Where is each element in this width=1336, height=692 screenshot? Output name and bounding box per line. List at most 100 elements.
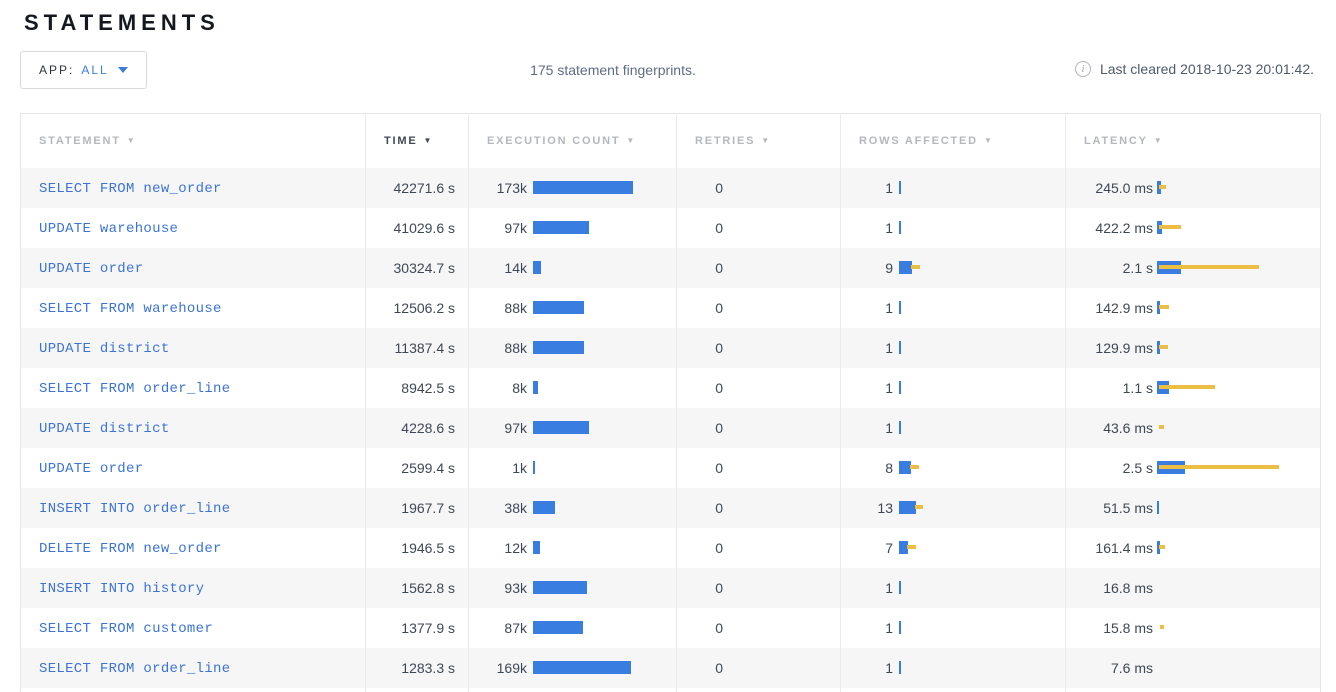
sort-arrow-icon: ▼ bbox=[126, 135, 137, 145]
col-header-latency[interactable]: LATENCY ▼ bbox=[1065, 113, 1321, 168]
rows-affected-cell: 1 bbox=[840, 407, 1066, 448]
mean-bar bbox=[899, 541, 908, 554]
statement-link[interactable]: SELECT FROM new_order bbox=[39, 180, 222, 197]
time-cell: 1562.8 s bbox=[365, 567, 469, 608]
mean-bar bbox=[899, 461, 911, 474]
latency-value: 1.1 s bbox=[1122, 379, 1153, 396]
statement-link[interactable]: UPDATE warehouse bbox=[39, 220, 179, 237]
statement-link[interactable]: INSERT INTO history bbox=[39, 580, 205, 597]
sort-arrow-icon: ▼ bbox=[983, 135, 994, 145]
mean-bar bbox=[899, 261, 912, 274]
retries-cell: 0 bbox=[676, 567, 841, 608]
statement-cell: SELECT FROM order_line bbox=[20, 367, 366, 408]
retries-value: 0 bbox=[715, 339, 723, 356]
rows-affected-cell: 1 bbox=[840, 647, 1066, 688]
statement-cell: UPDATE district bbox=[20, 407, 366, 448]
latency-value: 422.2 ms bbox=[1095, 219, 1153, 236]
execution-count-value: 169k bbox=[496, 659, 527, 676]
time-cell: 41029.6 s bbox=[365, 207, 469, 248]
rows-bar-chart bbox=[899, 660, 959, 675]
mean-bar bbox=[533, 221, 589, 234]
table-row: UPDATE warehouse 41029.6 s 97k 0 1 422.2 ms bbox=[20, 207, 1321, 248]
app-filter-label: APP: bbox=[39, 63, 75, 77]
latency-cell: 2.5 s bbox=[1065, 447, 1321, 488]
stddev-bar bbox=[1159, 265, 1259, 269]
mean-bar bbox=[899, 301, 901, 314]
statements-page: STATEMENTS APP: ALL 175 statement finger… bbox=[0, 10, 1336, 692]
exec-bar-chart bbox=[533, 380, 653, 395]
statement-link[interactable]: UPDATE order bbox=[39, 260, 144, 277]
statement-link[interactable]: DELETE FROM new_order bbox=[39, 540, 222, 557]
stddev-bar bbox=[1159, 465, 1279, 469]
col-header-statement[interactable]: STATEMENT ▼ bbox=[20, 113, 366, 168]
rows-bar-chart bbox=[899, 580, 959, 595]
statement-link[interactable]: SELECT FROM order_line bbox=[39, 380, 231, 397]
retries-value: 0 bbox=[715, 459, 723, 476]
col-header-time[interactable]: TIME ▼ bbox=[365, 113, 469, 168]
execution-count-cell: 93k bbox=[468, 567, 677, 608]
statement-cell: SELECT FROM warehouse bbox=[20, 287, 366, 328]
statement-link[interactable]: UPDATE district bbox=[39, 340, 170, 357]
mean-bar bbox=[899, 501, 916, 514]
retries-cell: 0 bbox=[676, 327, 841, 368]
exec-bar-chart bbox=[533, 540, 653, 555]
rows-affected-cell: 1 bbox=[840, 367, 1066, 408]
retries-value: 0 bbox=[715, 179, 723, 196]
time-cell: 1946.5 s bbox=[365, 527, 469, 568]
execution-count-cell: 88k bbox=[468, 287, 677, 328]
col-header-retries[interactable]: RETRIES ▼ bbox=[676, 113, 841, 168]
mean-bar bbox=[899, 221, 901, 234]
rows-bar-chart bbox=[899, 220, 959, 235]
retries-cell: 0 bbox=[676, 447, 841, 488]
col-header-rows-affected[interactable]: ROWS AFFECTED ▼ bbox=[840, 113, 1066, 168]
table-row: SELECT FROM warehouse 12506.2 s 88k 0 1 142.9… bbox=[20, 287, 1321, 328]
rows-bar-chart bbox=[899, 260, 959, 275]
rows-affected-cell: 1 bbox=[840, 287, 1066, 328]
col-header-execution-count[interactable]: EXECUTION COUNT ▼ bbox=[468, 113, 677, 168]
latency-value: 15.8 ms bbox=[1103, 619, 1153, 636]
statement-link[interactable]: UPDATE order bbox=[39, 460, 144, 477]
statement-cell: SELECT FROM order_line bbox=[20, 647, 366, 688]
statement-link[interactable]: SELECT FROM customer bbox=[39, 620, 214, 637]
app-filter-dropdown[interactable]: APP: ALL bbox=[20, 51, 147, 89]
statement-link[interactable]: SELECT FROM warehouse bbox=[39, 300, 222, 317]
info-icon[interactable]: i bbox=[1074, 61, 1091, 77]
lat-bar-chart bbox=[1157, 260, 1287, 275]
mean-bar bbox=[533, 541, 540, 554]
stddev-bar bbox=[1159, 345, 1168, 349]
time-cell: 42271.6 s bbox=[365, 167, 469, 208]
rows-affected-cell: 1 bbox=[840, 607, 1066, 648]
rows-affected-value: 1 bbox=[885, 659, 893, 676]
retries-value: 0 bbox=[715, 299, 723, 316]
rows-bar-chart bbox=[899, 500, 959, 515]
execution-count-cell: 87k bbox=[468, 607, 677, 648]
last-cleared: i Last cleared 2018-10-23 20:01:42. bbox=[1074, 61, 1314, 77]
mean-bar bbox=[1157, 541, 1160, 554]
execution-count-cell: 1k bbox=[468, 447, 677, 488]
execution-count-cell: 12k bbox=[468, 527, 677, 568]
time-cell: 11387.4 s bbox=[365, 327, 469, 368]
mean-bar bbox=[899, 621, 901, 634]
execution-count-value: 88k bbox=[504, 339, 527, 356]
rows-affected-cell: 1 bbox=[840, 167, 1066, 208]
statement-link[interactable]: UPDATE district bbox=[39, 420, 170, 437]
latency-cell: 161.4 ms bbox=[1065, 527, 1321, 568]
stddev-bar bbox=[1159, 385, 1215, 389]
latency-value: 7.6 ms bbox=[1110, 659, 1153, 676]
table-row: SELECT FROM customer 1377.9 s 87k 0 1 15.8 ms bbox=[20, 607, 1321, 648]
mean-bar bbox=[533, 301, 584, 314]
retries-cell: 0 bbox=[676, 407, 841, 448]
statement-link[interactable]: INSERT INTO order_line bbox=[39, 500, 231, 517]
table-header-row: STATEMENT ▼ TIME ▼ EXECUTION COUNT ▼ RETRIE… bbox=[20, 113, 1321, 168]
stddev-bar bbox=[1159, 545, 1165, 549]
retries-cell: 0 bbox=[676, 527, 841, 568]
statement-cell: UPDATE order bbox=[20, 247, 366, 288]
retries-value: 0 bbox=[715, 619, 723, 636]
rows-affected-value: 13 bbox=[877, 499, 893, 516]
toolbar: APP: ALL 175 statement fingerprints. i L… bbox=[20, 51, 1316, 91]
time-cell: 8942.5 s bbox=[365, 367, 469, 408]
statement-link[interactable]: SELECT FROM order_line bbox=[39, 660, 231, 677]
rows-affected-value: 8 bbox=[885, 459, 893, 476]
sort-arrow-icon: ▼ bbox=[423, 135, 434, 145]
mean-bar bbox=[899, 341, 901, 354]
